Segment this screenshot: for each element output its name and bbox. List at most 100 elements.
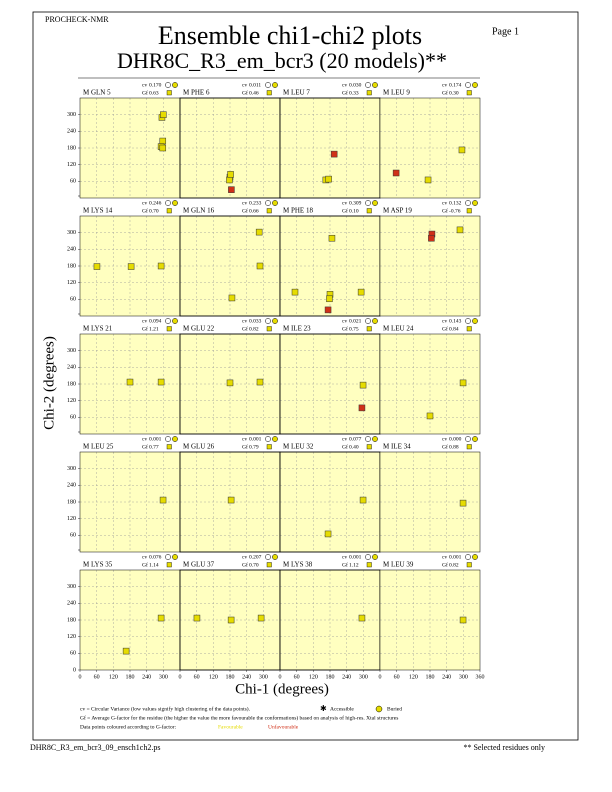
data-point — [227, 171, 234, 178]
cv-icon — [465, 200, 471, 206]
gf-value: -0.76 — [449, 208, 461, 214]
data-point — [428, 234, 435, 242]
cv-value: 0.001 — [249, 436, 262, 442]
y-tick-label: 60 — [70, 297, 76, 303]
cv-icon — [165, 82, 171, 88]
gf-box — [166, 562, 172, 568]
x-tick-label: 120 — [109, 674, 118, 680]
cv-value: 0.207 — [249, 554, 262, 560]
cv-value: 0.170 — [149, 82, 162, 88]
gf-value: 0.30 — [449, 90, 459, 96]
cv-value: 0.246 — [149, 200, 162, 206]
cv-icon — [265, 436, 271, 442]
legend-favourable: Favourable — [218, 724, 243, 730]
gf-label: Gf — [442, 561, 448, 568]
x-tick-label: 240 — [242, 674, 251, 680]
cv-value: 0.077 — [349, 436, 362, 442]
buried-icon — [472, 82, 478, 88]
gf-box — [466, 90, 472, 96]
cv-icon — [265, 200, 271, 206]
gf-value: 0.77 — [149, 444, 159, 450]
cv-icon — [465, 318, 471, 324]
data-point — [257, 614, 265, 622]
x-tick-label: 240 — [442, 674, 451, 680]
x-tick-label: 0 — [279, 674, 282, 680]
residue-name: M LEU 39 — [383, 561, 414, 569]
buried-icon — [472, 436, 478, 442]
buried-icon — [272, 436, 278, 442]
data-point — [126, 378, 134, 386]
cv-label: cv — [242, 554, 247, 560]
data-point — [193, 614, 201, 622]
cv-icon — [165, 554, 171, 560]
gf-box — [266, 562, 272, 568]
gf-box — [266, 444, 272, 450]
y-tick-label: 60 — [70, 533, 76, 539]
buried-icon — [472, 554, 478, 560]
gf-box — [366, 562, 372, 568]
gf-value: 0.84 — [449, 326, 459, 332]
residue-name: M GLN 16 — [183, 207, 215, 215]
cv-label: cv — [142, 82, 147, 88]
y-tick-label: 240 — [67, 129, 76, 135]
y-tick-label: 60 — [70, 415, 76, 421]
x-tick-label: 360 — [476, 674, 485, 680]
y-tick-label: 180 — [67, 145, 76, 151]
gf-box — [466, 444, 472, 450]
x-tick-label: 300 — [259, 674, 268, 680]
data-point — [357, 288, 365, 296]
gf-label: Gf — [242, 443, 248, 450]
cv-value: 0.001 — [349, 554, 362, 560]
residue-name: M LYS 21 — [83, 325, 113, 333]
x-tick-label: 0 — [179, 674, 182, 680]
gf-value: 0.70 — [249, 562, 259, 568]
y-tick-label: 120 — [67, 516, 76, 522]
residue-name: M ILE 23 — [283, 325, 311, 333]
gf-value: 1.12 — [349, 562, 359, 568]
page-label: Page 1 — [492, 26, 519, 37]
buried-icon — [272, 318, 278, 324]
data-point — [127, 263, 135, 270]
data-point — [93, 263, 101, 270]
gf-value: 0.82 — [449, 562, 459, 568]
cv-label: cv — [442, 554, 447, 560]
gf-label: Gf — [442, 89, 448, 96]
residue-name: M PHE 6 — [183, 89, 210, 97]
cv-label: cv — [442, 200, 447, 206]
residue-name: M LYS 38 — [283, 561, 313, 569]
legend-accessible: Accessible — [330, 706, 354, 712]
gf-label: Gf — [142, 443, 148, 450]
gf-label: Gf — [442, 443, 448, 450]
cv-value: 0.011 — [249, 82, 261, 88]
buried-icon — [272, 554, 278, 560]
cv-value: 0.309 — [349, 200, 362, 206]
buried-icon — [172, 318, 178, 324]
data-point — [160, 111, 167, 118]
gf-value: 0.66 — [249, 208, 259, 214]
data-point — [227, 616, 235, 624]
cv-value: 0.000 — [449, 436, 462, 442]
data-point — [255, 228, 263, 236]
data-point — [256, 262, 264, 270]
residue-name: M LEU 25 — [83, 443, 114, 451]
gf-value: 0.40 — [349, 444, 359, 450]
page-border — [32, 11, 579, 741]
panel-frame — [379, 97, 481, 199]
chart-title: Ensemble chi1-chi2 plots — [158, 21, 422, 50]
x-tick-label: 180 — [426, 674, 435, 680]
header-left: PROCHECK-NMR — [45, 15, 109, 24]
gf-box — [266, 208, 272, 214]
data-point — [157, 378, 165, 386]
residue-name: M PHE 18 — [283, 207, 313, 215]
gf-label: Gf — [342, 89, 348, 96]
cv-value: 0.233 — [249, 200, 262, 206]
cv-icon — [165, 436, 171, 442]
data-point — [157, 614, 165, 622]
data-point — [227, 496, 235, 504]
cv-label: cv — [242, 82, 247, 88]
legend-gf-note: Gf = Average G-factor for the residue (t… — [80, 714, 398, 721]
residue-name: M GLU 26 — [183, 443, 215, 451]
cv-value: 0.174 — [449, 82, 462, 88]
gf-value: 0.10 — [349, 208, 359, 214]
x-tick-label: 300 — [459, 674, 468, 680]
